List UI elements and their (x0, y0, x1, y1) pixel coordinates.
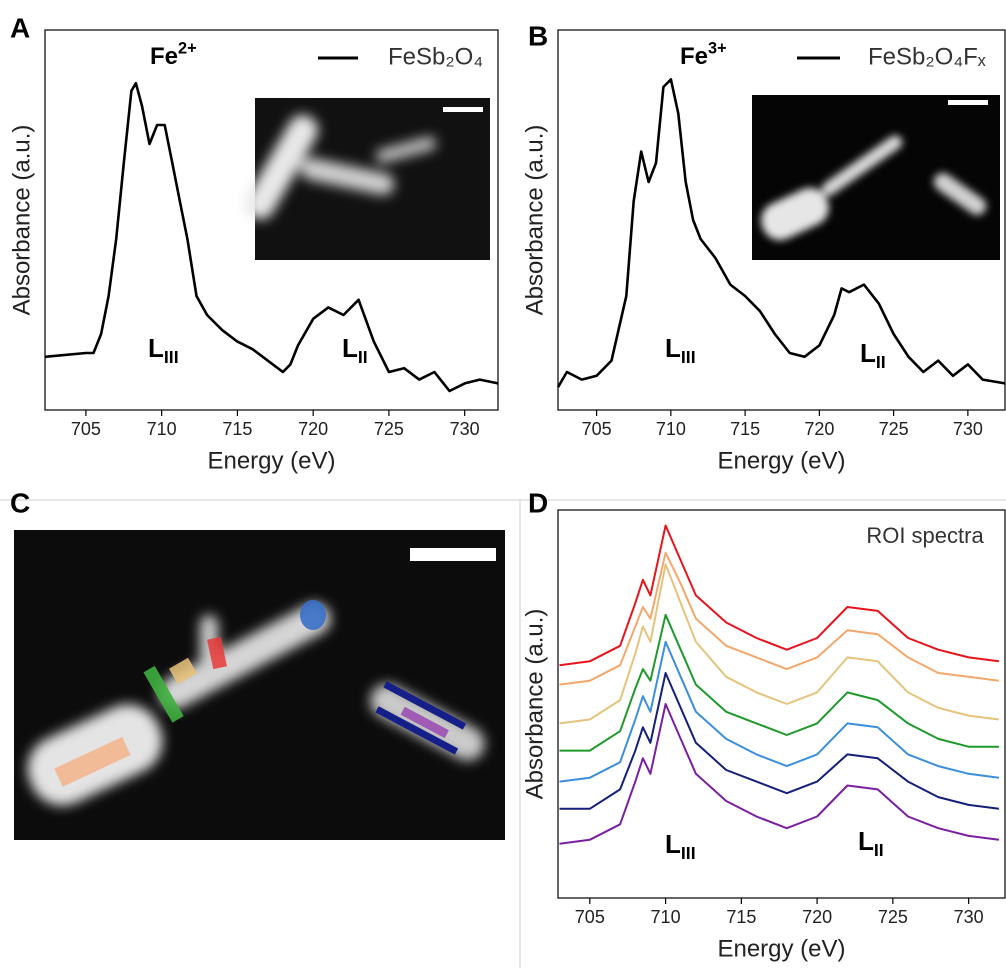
annotation-subscript: III (681, 346, 696, 366)
y-axis-label: Absorbance (a.u.) (521, 125, 548, 316)
annotation-text: L (148, 333, 164, 363)
legend-label: FeSb₂O₄Fₓ (868, 43, 986, 70)
plot-frame (44, 29, 499, 411)
annotation-subscript: II (358, 346, 368, 366)
annotation: LII (860, 338, 886, 372)
x-tick-label: 720 (298, 419, 328, 439)
annotation-subscript: III (681, 842, 696, 862)
annotation-text: L (342, 333, 358, 363)
x-tick-label: 715 (730, 419, 760, 439)
y-axis-label: Absorbance (a.u.) (521, 609, 548, 800)
panel-label: B (528, 20, 548, 51)
x-tick-label: 720 (804, 419, 834, 439)
spectrum-line (559, 672, 1000, 810)
x-tick-label: 715 (222, 419, 252, 439)
x-axis-label: Energy (eV) (717, 447, 845, 474)
annotation-text: Fe (680, 43, 708, 70)
spectrum-line (556, 78, 1006, 388)
annotation-subscript: II (874, 839, 884, 859)
x-axis-label: Energy (eV) (207, 447, 335, 474)
spectrum-line (559, 703, 1000, 845)
x-tick-label: 725 (879, 419, 909, 439)
inset-image-b (752, 95, 1000, 260)
annotation: LIII (148, 333, 179, 367)
annotation-text: L (858, 826, 874, 856)
annotation-text: L (665, 333, 681, 363)
x-tick-label: 725 (374, 419, 404, 439)
panel-label: D (528, 487, 548, 518)
annotation-text: L (665, 829, 681, 859)
x-tick-label: 710 (651, 907, 681, 927)
x-tick-label: 710 (147, 419, 177, 439)
x-tick-label: 705 (71, 419, 101, 439)
panel-label: A (10, 12, 30, 43)
legend-label: FeSb₂O₄ (388, 43, 483, 70)
x-tick-label: 720 (802, 907, 832, 927)
annotation: Fe3+ (680, 40, 727, 70)
x-tick-label: 705 (575, 907, 605, 927)
y-axis-label: Absorbance (a.u.) (8, 125, 35, 316)
x-tick-label: 705 (582, 419, 612, 439)
annotation: LIII (665, 829, 696, 863)
spectrum-line (559, 563, 1000, 725)
annotation-text: Fe (150, 43, 178, 70)
spectrum-line (559, 551, 1000, 686)
spectrum-line (559, 524, 1000, 667)
spectrum-line (559, 613, 999, 752)
annotation: ROI spectra (866, 523, 984, 548)
x-tick-label: 710 (656, 419, 686, 439)
annotation-subscript: II (876, 351, 886, 371)
annotation-superscript: 3+ (708, 40, 727, 58)
annotation-text: L (860, 338, 876, 368)
x-tick-label: 730 (954, 907, 984, 927)
microscopy-image-c (14, 530, 505, 840)
plot-frame (557, 509, 1006, 899)
annotation: Fe2+ (150, 40, 197, 70)
annotation: LII (858, 826, 884, 860)
annotation-text: ROI spectra (866, 523, 984, 548)
x-tick-label: 730 (953, 419, 983, 439)
spectrum-line (44, 81, 499, 393)
x-tick-label: 725 (878, 907, 908, 927)
annotation-superscript: 2+ (178, 40, 197, 58)
x-tick-label: 730 (450, 419, 480, 439)
annotation-subscript: III (164, 346, 179, 366)
x-axis-label: Energy (eV) (717, 935, 845, 962)
inset-image-a (244, 98, 490, 260)
annotation: LIII (665, 333, 696, 367)
plot-frame (557, 29, 1006, 411)
panel-label: C (10, 487, 30, 518)
spectrum-line (559, 640, 1000, 783)
x-tick-label: 715 (726, 907, 756, 927)
annotation: LII (342, 333, 368, 367)
